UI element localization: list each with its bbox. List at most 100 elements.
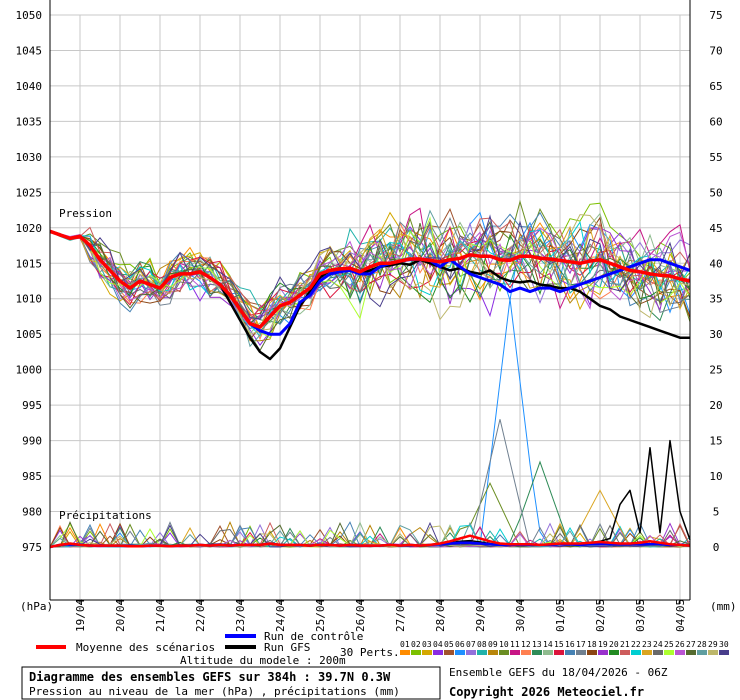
right-tick-label: 50 bbox=[709, 186, 722, 199]
member-legend-swatch bbox=[433, 650, 443, 655]
member-legend-number: 22 bbox=[631, 640, 641, 649]
left-tick-label: 1045 bbox=[16, 44, 43, 57]
member-legend-swatch bbox=[631, 650, 641, 655]
x-tick-label: 29/04 bbox=[474, 599, 487, 632]
footer-title: Diagramme des ensembles GEFS sur 384h : … bbox=[29, 670, 391, 684]
member-pressure-line bbox=[49, 220, 691, 352]
member-legend-number: 28 bbox=[697, 640, 707, 649]
pressure-section-label: Pression bbox=[59, 207, 112, 220]
footer-box bbox=[21, 666, 441, 700]
legend-gfs-label: Run GFS bbox=[264, 641, 310, 654]
member-pressure-line bbox=[49, 227, 691, 327]
member-legend-number: 11 bbox=[510, 640, 520, 649]
member-pressure-line bbox=[49, 217, 691, 312]
right-tick-label: 10 bbox=[709, 470, 722, 483]
member-legend-number: 26 bbox=[675, 640, 685, 649]
right-tick-label: 0 bbox=[713, 541, 720, 554]
left-tick-label: 1025 bbox=[16, 186, 43, 199]
left-tick-label: 1030 bbox=[16, 151, 43, 164]
right-axis-unit: (mm) bbox=[710, 600, 737, 613]
right-tick-label: 30 bbox=[709, 328, 722, 341]
member-legend-swatch bbox=[675, 650, 685, 655]
member-legend-swatch bbox=[554, 650, 564, 655]
left-tick-label: 1020 bbox=[16, 222, 43, 235]
member-legend-number: 02 bbox=[411, 640, 421, 649]
member-legend-number: 20 bbox=[609, 640, 619, 649]
x-tick-label: 24/04 bbox=[274, 599, 287, 632]
right-tick-label: 70 bbox=[709, 44, 722, 57]
member-legend-number: 27 bbox=[686, 640, 696, 649]
right-tick-label: 15 bbox=[709, 435, 722, 448]
run-info: Ensemble GEFS du 18/04/2026 - 06Z bbox=[449, 666, 668, 679]
left-tick-label: 985 bbox=[22, 470, 42, 483]
x-tick-label: 28/04 bbox=[434, 599, 447, 632]
left-tick-label: 975 bbox=[22, 541, 42, 554]
member-legend-number: 14 bbox=[543, 640, 553, 649]
member-legend-swatch bbox=[697, 650, 707, 655]
member-legend-number: 06 bbox=[455, 640, 465, 649]
member-legend-number: 16 bbox=[565, 640, 575, 649]
member-pressure-line bbox=[49, 202, 691, 311]
right-tick-label: 35 bbox=[709, 293, 722, 306]
x-tick-label: 26/04 bbox=[354, 599, 367, 632]
precip-section-label: Précipitations bbox=[59, 509, 152, 522]
left-tick-label: 1000 bbox=[16, 364, 43, 377]
member-legend-swatch bbox=[411, 650, 421, 655]
x-tick-label: 03/05 bbox=[634, 599, 647, 632]
legend-mean-label: Moyenne des scénarios bbox=[76, 641, 215, 654]
legend: Moyenne des scénarios Run de contrôle Ru… bbox=[36, 630, 729, 667]
x-tick-label: 02/05 bbox=[594, 599, 607, 632]
x-tick-label: 23/04 bbox=[234, 599, 247, 632]
member-legend-number: 24 bbox=[653, 640, 663, 649]
member-legend-number: 15 bbox=[554, 640, 564, 649]
member-legend-number: 13 bbox=[532, 640, 542, 649]
copyright: Copyright 2026 Meteociel.fr bbox=[449, 685, 644, 699]
x-tick-label: 19/04 bbox=[74, 599, 87, 632]
member-legend-number: 07 bbox=[466, 640, 476, 649]
x-tick-label: 04/05 bbox=[674, 599, 687, 632]
series-pressure-line bbox=[49, 229, 691, 329]
member-legend-swatch bbox=[488, 650, 498, 655]
main-series bbox=[49, 229, 691, 549]
right-tick-label: 65 bbox=[709, 80, 722, 93]
member-legend-number: 18 bbox=[587, 640, 597, 649]
member-legend-swatch bbox=[620, 650, 630, 655]
x-tick-label: 01/05 bbox=[554, 599, 567, 632]
member-legend-number: 05 bbox=[444, 640, 454, 649]
member-legend-swatch bbox=[400, 650, 410, 655]
right-tick-label: 60 bbox=[709, 115, 722, 128]
member-legend-number: 25 bbox=[664, 640, 674, 649]
member-legend-swatch bbox=[653, 650, 663, 655]
member-legend-number: 08 bbox=[477, 640, 487, 649]
member-legend-number: 01 bbox=[400, 640, 410, 649]
left-tick-label: 980 bbox=[22, 506, 42, 519]
member-legend-number: 04 bbox=[433, 640, 443, 649]
member-legend-number: 03 bbox=[422, 640, 432, 649]
member-pressure-line bbox=[49, 230, 691, 342]
member-legend-swatch bbox=[466, 650, 476, 655]
member-legend-swatch bbox=[708, 650, 718, 655]
right-tick-label: 25 bbox=[709, 364, 722, 377]
x-tick-label: 27/04 bbox=[394, 599, 407, 632]
member-legend-number: 09 bbox=[488, 640, 498, 649]
axes: 975 0 980 5 985 10 990 15 995 20 1000 25 1005 30 1010 3… bbox=[16, 0, 723, 632]
member-legend-number: 23 bbox=[642, 640, 652, 649]
x-tick-label: 25/04 bbox=[314, 599, 327, 632]
model-altitude: Altitude du modele : 200m bbox=[180, 654, 346, 667]
left-tick-label: 995 bbox=[22, 399, 42, 412]
member-legend-swatch bbox=[664, 650, 674, 655]
right-tick-label: 75 bbox=[709, 9, 722, 22]
series-precip-line bbox=[49, 534, 691, 549]
right-tick-label: 5 bbox=[713, 506, 720, 519]
member-pressure-line bbox=[49, 220, 691, 337]
member-legend-number: 17 bbox=[576, 640, 586, 649]
member-legend-number: 21 bbox=[620, 640, 630, 649]
member-legend-swatch bbox=[686, 650, 696, 655]
member-legend-swatch bbox=[719, 650, 729, 655]
member-legend-number: 29 bbox=[708, 640, 718, 649]
member-legend-number: 30 bbox=[719, 640, 729, 649]
x-tick-label: 20/04 bbox=[114, 599, 127, 632]
footer-subtitle: Pression au niveau de la mer (hPa) , pré… bbox=[29, 685, 400, 698]
legend-perts-label: 30 Perts. bbox=[340, 646, 400, 659]
member-legend-swatch bbox=[521, 650, 531, 655]
